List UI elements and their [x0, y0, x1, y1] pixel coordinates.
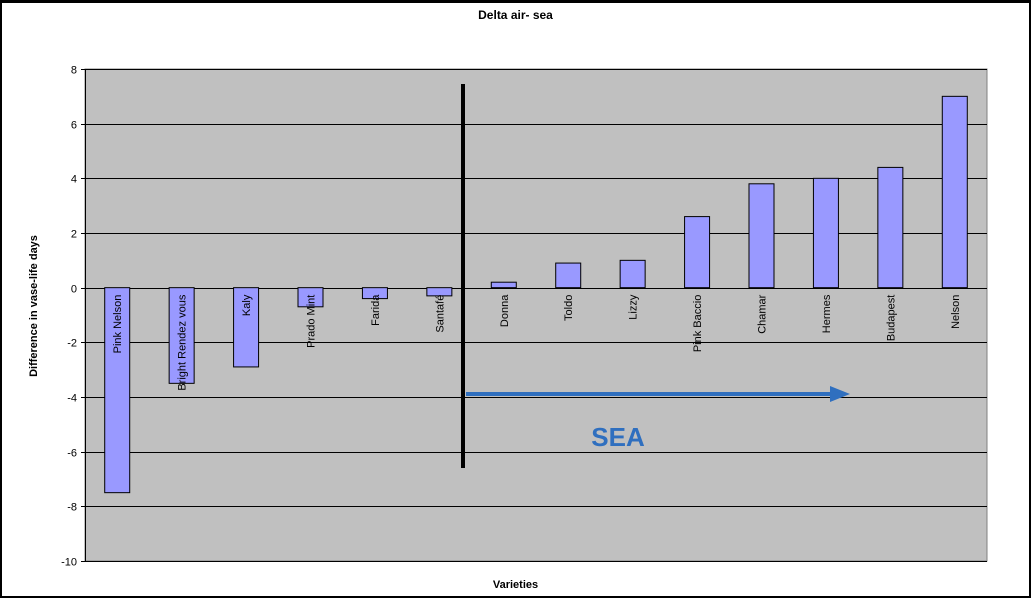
category-label: Kaly — [241, 294, 253, 316]
bar — [877, 166, 904, 289]
category-label: Nelson — [950, 295, 962, 329]
bar — [684, 216, 711, 289]
category-label: Prado Mint — [306, 295, 318, 348]
y-tick-label: 0 — [71, 284, 77, 296]
category-label: Budapest — [885, 295, 897, 341]
sea-annotation: SEA — [591, 422, 645, 452]
y-tick-label: 4 — [71, 174, 77, 186]
y-tick-label: 6 — [71, 120, 77, 132]
y-tick-label: 2 — [71, 229, 77, 241]
y-tick-label: -4 — [67, 393, 77, 405]
bars — [104, 95, 968, 494]
x-axis-label: Varieties — [492, 579, 539, 591]
category-label: Bright Rendez vous — [177, 294, 189, 390]
plot-area — [84, 68, 988, 562]
bar — [748, 183, 775, 289]
y-tick-label: -8 — [67, 502, 77, 514]
category-label: Lizzy — [628, 294, 640, 320]
category-label: Pink Baccio — [692, 295, 704, 352]
category-labels: Pink Nelson Bright Rendez vous Kaly Prado M… — [112, 294, 962, 391]
bar — [361, 287, 388, 300]
bar — [941, 95, 968, 289]
bar — [555, 262, 582, 289]
y-tick-label: -2 — [67, 338, 77, 350]
category-label: Farida — [370, 294, 382, 326]
y-tick-label: 8 — [71, 65, 77, 77]
y-tick-labels: 8 6 4 2 0 -2 -4 -6 -8 -10 — [61, 65, 77, 569]
bar — [426, 287, 453, 297]
category-label: Donna — [499, 294, 511, 327]
bar — [812, 177, 839, 289]
bar — [619, 259, 646, 289]
category-label: Toldo — [563, 295, 575, 321]
bar — [233, 287, 260, 368]
category-label: Chamar — [757, 294, 769, 333]
category-label: Santafé — [434, 295, 446, 333]
bar — [490, 281, 517, 289]
arrow-head — [830, 386, 850, 402]
y-tick-label: -6 — [67, 448, 77, 460]
category-label: Hermes — [821, 294, 833, 333]
bar — [297, 287, 324, 308]
bar — [168, 287, 195, 384]
y-tick-label: -10 — [61, 557, 77, 569]
category-label: Pink Nelson — [112, 295, 124, 354]
chart-title: Delta air- sea — [478, 8, 553, 22]
sea-arrow — [466, 386, 850, 402]
bar — [104, 287, 131, 494]
